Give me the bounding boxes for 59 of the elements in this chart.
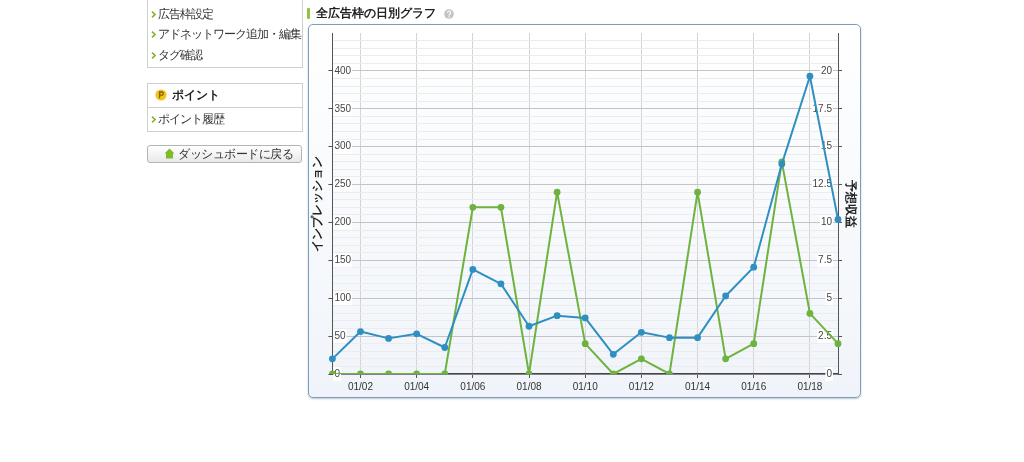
y2-axis-title: 予想収益 [843,178,858,228]
y-tick-label: 150 [334,254,352,266]
y-tick-label: 300 [334,140,352,152]
point [581,340,589,348]
point [497,203,505,211]
point [834,216,842,223]
y2-tick-label: 5 [826,291,833,303]
x-tick-label: 01/18 [797,380,823,392]
point [581,314,589,322]
point [722,292,730,300]
point [834,340,842,348]
point [694,188,701,196]
y-tick-label: 50 [334,329,346,341]
y2-tick-label: 0 [826,367,833,379]
y-tick-label: 200 [334,216,352,228]
y-tick-label: 400 [334,64,352,76]
point [525,322,533,330]
y-tick-label: 100 [334,291,352,303]
point [637,355,645,363]
point [469,203,477,211]
point [637,328,645,336]
point [329,355,336,363]
x-tick-label: 01/02 [347,380,374,392]
point [750,340,758,348]
y2-tick-label: 10 [820,216,833,228]
chart-title: 全広告枠の日別グラフ [316,6,436,21]
point [497,280,505,288]
point [357,328,364,335]
x-tick-label: 01/16 [741,380,767,392]
point [553,188,561,196]
point [722,355,730,363]
text: ポイント履歴 [158,112,224,126]
point [750,263,758,271]
text: 広告枠設定 [158,7,213,21]
text: ポイント [172,88,220,102]
x-tick-label: 01/08 [516,380,542,392]
y-tick-label: 350 [334,102,352,114]
point [666,334,673,342]
point [441,344,449,351]
y-axis-title: インプレッション [309,155,324,252]
point [413,330,421,338]
text: アドネットワーク追加・編集 [158,27,301,41]
x-tick-label: 01/04 [404,380,430,392]
point [553,312,561,320]
y2-tick-label: 7.5 [818,254,833,266]
x-tick-label: 01/06 [460,380,486,392]
point [385,334,392,342]
y2-tick-label: 20 [820,64,833,76]
point [694,334,701,342]
x-tick-label: 01/10 [572,380,599,392]
text: タグ確認 [158,48,202,62]
y-tick-label: 250 [334,178,352,190]
point [806,309,814,317]
x-tick-label: 01/12 [628,380,655,392]
point [806,72,814,80]
point [469,266,477,273]
back-button: ダッシュボードに戻る [147,145,302,163]
point [609,350,617,358]
x-tick-label: 01/14 [685,380,711,392]
